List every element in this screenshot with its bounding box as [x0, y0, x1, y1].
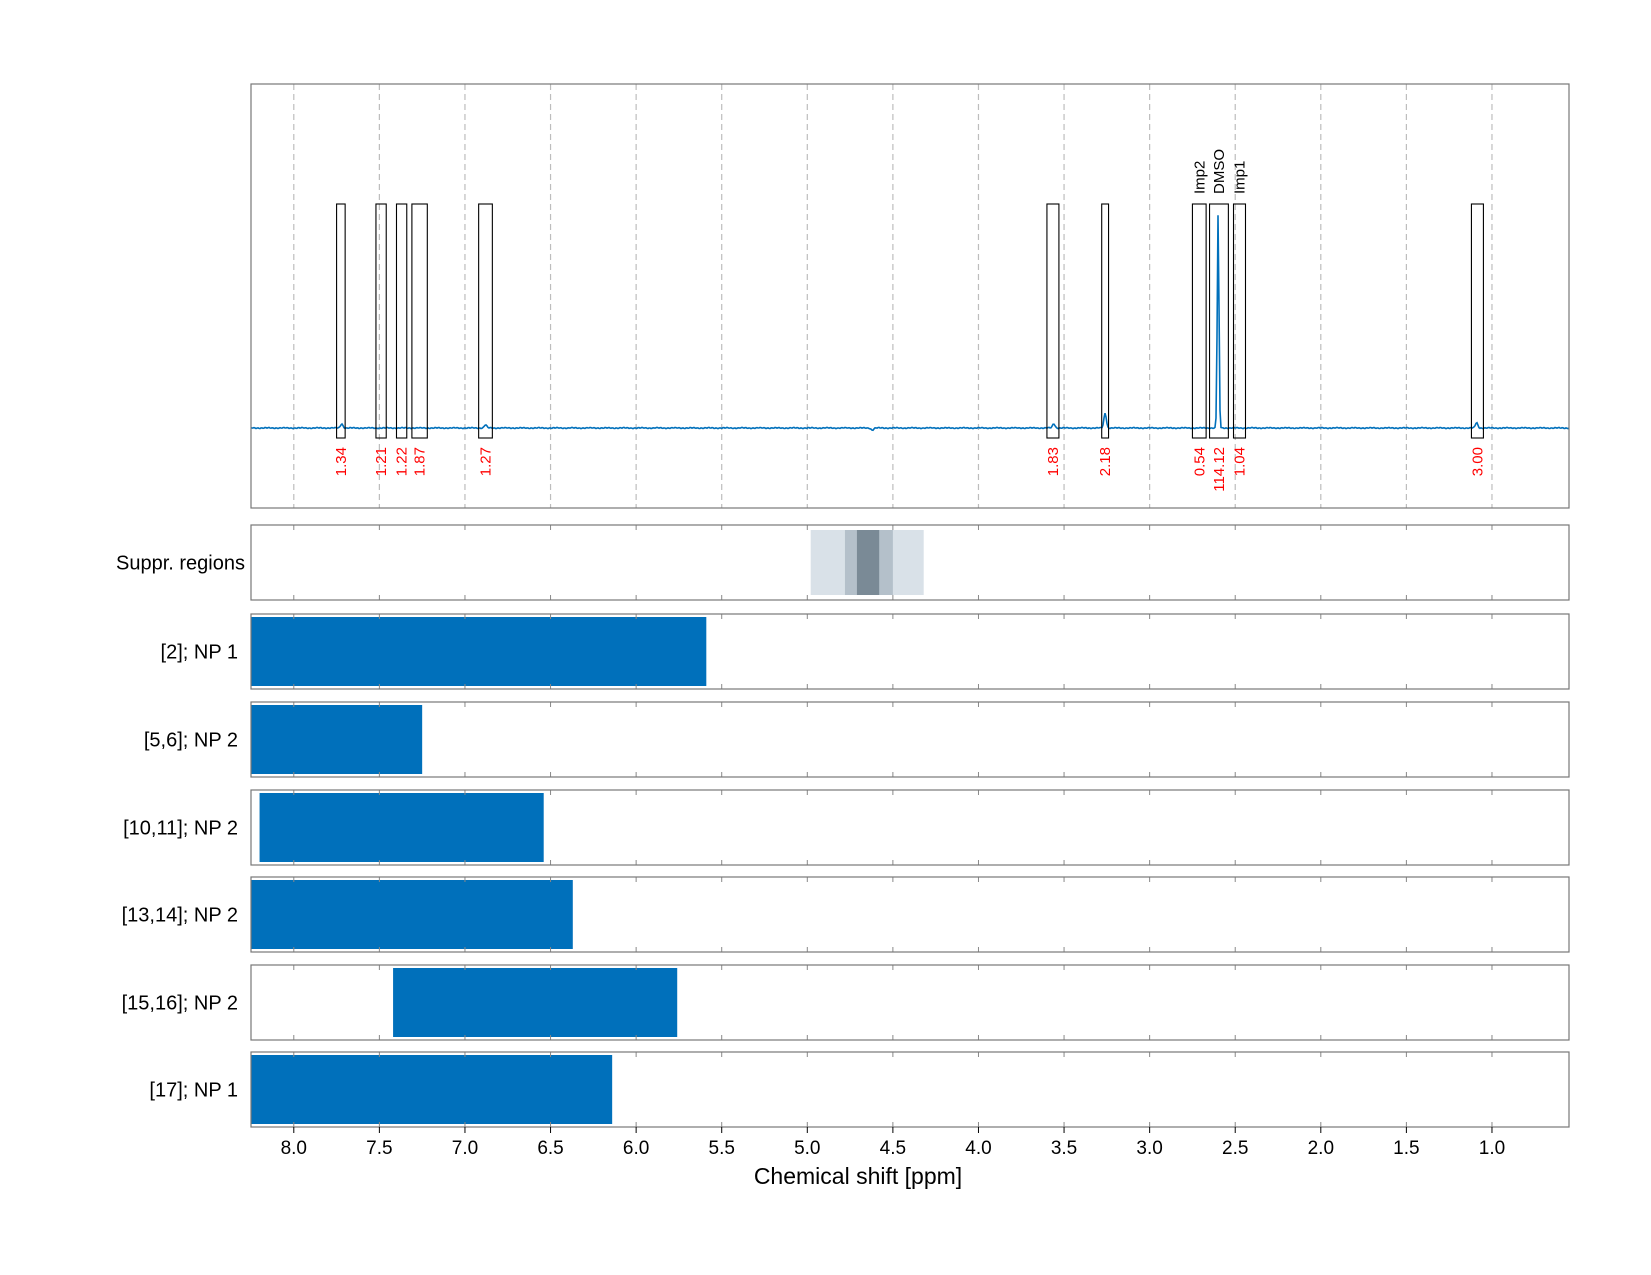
spectrum-frame: [250, 83, 1570, 509]
integration-region-box: [375, 203, 387, 439]
assignment-bar: [251, 705, 423, 774]
assignment-bar: [259, 793, 544, 862]
x-tick-label: 6.5: [537, 1138, 563, 1159]
suppression-regions-panel: Suppr. regions: [116, 524, 1570, 601]
bar-panel: [15,16]; NP 2: [122, 964, 1570, 1041]
spectrum-line: [250, 215, 1570, 432]
bar-panel-frame: [250, 789, 1570, 866]
x-tick-label: 7.0: [452, 1138, 478, 1159]
bar-panel: [2]; NP 1: [161, 613, 1570, 690]
x-tick-label: 2.5: [1222, 1138, 1248, 1159]
bar-panel-frame: [250, 876, 1570, 953]
integral-value: 114.12: [1211, 447, 1228, 492]
x-tick-label: 5.5: [709, 1138, 735, 1159]
assignment-bar: [251, 1055, 613, 1124]
x-tick-label: 4.0: [965, 1138, 991, 1159]
x-axis: 8.0 7.5 7.0 6.5 6.0 5.5 5.0 4.5 4.0 3.5 3.0 2.5 2.0 1…: [281, 1127, 1505, 1159]
integral-value: 1.34: [333, 447, 350, 476]
region-annotation: DMSO: [1211, 149, 1228, 194]
assignment-bar: [393, 968, 678, 1037]
bar-label: [15,16]; NP 2: [122, 993, 238, 1015]
integral-value: 1.83: [1045, 447, 1062, 476]
x-tick-label: 2.0: [1308, 1138, 1334, 1159]
assignment-bar: [251, 880, 573, 949]
integration-region-box: [478, 203, 493, 439]
x-tick-label: 5.0: [794, 1138, 820, 1159]
integration-region-box: [1470, 203, 1484, 439]
x-tick-label: 3.0: [1136, 1138, 1162, 1159]
bar-label: [17]; NP 1: [149, 1080, 238, 1102]
bar-panel-frame: [250, 1051, 1570, 1128]
integral-value: 1.22: [394, 447, 411, 476]
x-tick-label: 1.5: [1393, 1138, 1419, 1159]
bar-panel: [10,11]; NP 2: [123, 789, 1570, 866]
x-tick-label: 6.0: [623, 1138, 649, 1159]
x-tick-label: 7.5: [366, 1138, 392, 1159]
bar-label: [10,11]; NP 2: [123, 818, 238, 840]
bar-panel-frame: [250, 701, 1570, 778]
x-tick-label: 4.5: [880, 1138, 906, 1159]
integration-region-box: [1101, 203, 1110, 439]
bar-panel: [13,14]; NP 2: [122, 876, 1570, 953]
bar-label: [13,14]; NP 2: [122, 905, 238, 927]
integral-value: 1.27: [478, 447, 495, 476]
bar-panel: [17]; NP 1: [149, 1051, 1570, 1128]
integration-region-box: [1046, 203, 1060, 439]
spectrum-panel: 1.34 1.21 1.22 1.87 1.27 1.83 2.18 0.54 Imp2 114.…: [250, 83, 1570, 509]
suppression-label: Suppr. regions: [116, 553, 245, 575]
suppression-frame: [250, 524, 1570, 601]
bar-panel-frame: [250, 964, 1570, 1041]
integration-region-box: [395, 203, 408, 439]
integration-region-box: [411, 203, 428, 439]
region-annotation: Imp2: [1191, 161, 1208, 194]
x-axis-label: Chemical shift [ppm]: [754, 1163, 962, 1189]
assignment-bar: [251, 617, 707, 686]
x-tick-label: 3.5: [1051, 1138, 1077, 1159]
bar-panel-frame: [250, 613, 1570, 690]
suppression-band: [856, 530, 880, 595]
integral-value: 0.54: [1191, 447, 1208, 476]
region-annotation: Imp1: [1232, 161, 1249, 194]
integral-value: 1.87: [412, 447, 429, 476]
integration-region-box: [1232, 203, 1247, 439]
integral-value: 1.04: [1232, 447, 1249, 476]
integration-region-box: [1191, 203, 1207, 439]
integral-value: 3.00: [1469, 447, 1486, 476]
bar-label: [5,6]; NP 2: [144, 730, 238, 752]
x-tick-label: 8.0: [281, 1138, 307, 1159]
integral-value: 2.18: [1097, 447, 1114, 476]
integration-region-box: [1208, 203, 1229, 439]
x-tick-label: 1.0: [1479, 1138, 1505, 1159]
bar-label: [2]; NP 1: [161, 642, 238, 664]
assignment-bar-panels: [2]; NP 1 [5,6]; NP 2 [10,11]; NP 2 [13,14]…: [122, 613, 1570, 1128]
integral-value: 1.21: [373, 447, 390, 476]
bar-panel: [5,6]; NP 2: [144, 701, 1570, 778]
integration-region-box: [336, 203, 346, 439]
